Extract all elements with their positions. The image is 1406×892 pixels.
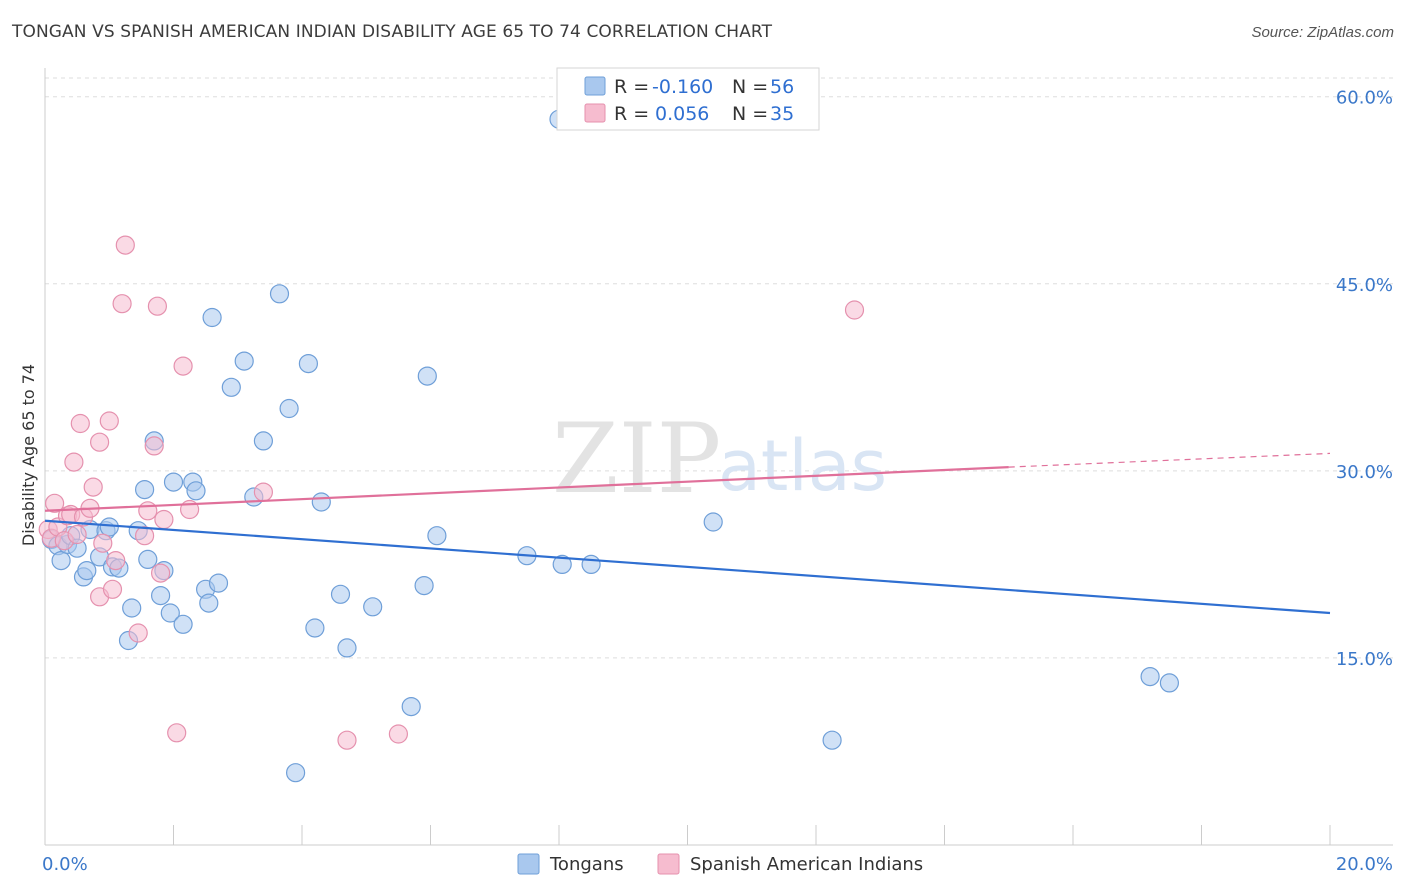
legend-r-label-tongans: R =	[614, 76, 649, 98]
legend-r-value-tongans: -0.160	[652, 76, 713, 98]
tongans-point	[298, 354, 318, 374]
spanish-american-indians-point	[44, 493, 65, 513]
top-legend: R = -0.160 N = 56 R = 0.056 N = 35	[556, 67, 820, 131]
watermark: ZIP atlas	[552, 403, 887, 515]
tongans-point	[417, 366, 437, 386]
tongans-point	[135, 480, 155, 500]
tongans-point	[202, 307, 222, 328]
y-tick-label: 60.0%	[1336, 88, 1393, 109]
axes	[44, 68, 1393, 846]
y-tick-label: 15.0%	[1336, 649, 1393, 670]
spanish-american-indians-point	[106, 550, 126, 571]
bottom-legend-label-tongans: Tongans	[549, 854, 624, 875]
spanish-american-indians-point	[173, 356, 193, 376]
tongans-point	[77, 560, 97, 581]
bottom-legend: Tongans Spanish American Indians	[517, 853, 923, 875]
tongans-point	[160, 603, 180, 623]
spanish-american-indians-point	[89, 432, 110, 452]
spanish-american-indians-point	[138, 501, 158, 521]
tongans-point	[401, 696, 421, 717]
tongans-point	[122, 598, 142, 618]
legend-n-value-spanish-american-indians: 35	[770, 103, 794, 125]
chart-title: TONGAN VS SPANISH AMERICAN INDIAN DISABI…	[12, 22, 773, 42]
y-tick-label: 30.0%	[1336, 462, 1393, 483]
tongans-point	[279, 398, 299, 419]
y-axis-label: Disability Age 65 to 74	[19, 364, 38, 546]
spanish-american-indians-point	[154, 509, 174, 530]
tongans-point	[269, 284, 290, 304]
watermark-atlas: atlas	[718, 425, 887, 507]
spanish-american-indians-point	[135, 526, 155, 546]
legend-r-label-spanish-american-indians: R =	[614, 103, 649, 125]
tongans-point	[1140, 666, 1160, 687]
legend-swatch-spanish-american-indians	[584, 103, 606, 123]
spanish-american-indians-point	[167, 723, 187, 743]
spanish-american-indians-point	[99, 411, 119, 431]
tongans-point	[186, 481, 206, 501]
legend-n-label-spanish-american-indians: N =	[732, 103, 768, 125]
bottom-legend-label-spanish-american-indians: Spanish American Indians	[690, 854, 923, 875]
spanish-american-indians-point	[151, 563, 171, 583]
tongans-point	[305, 618, 325, 638]
spanish-american-indians-point	[388, 724, 408, 744]
tongans-point	[1159, 673, 1180, 693]
tongans-point	[163, 472, 184, 492]
spanish-american-indians-point	[128, 623, 148, 643]
tongans-point	[427, 526, 447, 546]
tongans-point	[151, 585, 171, 606]
bottom-legend-swatch-spanish-american-indians	[657, 853, 680, 875]
tongans-point	[221, 377, 241, 397]
tongans-point	[337, 638, 357, 658]
tongans-point	[581, 554, 601, 575]
tongans-point	[138, 549, 158, 570]
spanish-american-indians-point	[102, 579, 123, 599]
y-tick-label: 45.0%	[1336, 275, 1393, 296]
tongans-point	[51, 550, 71, 571]
x-tick-label-min: 0.0%	[42, 854, 88, 875]
spanish-american-indians-point	[844, 300, 865, 320]
spanish-american-indians-point	[67, 524, 87, 545]
spanish-american-indians-point	[93, 533, 113, 553]
tongans-point	[363, 597, 383, 617]
tongans-point	[822, 730, 842, 750]
spanish-american-indians-point	[147, 296, 167, 316]
tongans-point	[414, 575, 434, 596]
tongans-point	[330, 584, 351, 604]
spanish-american-indians-point	[112, 294, 132, 314]
x-tick-label-max: 20.0%	[1336, 854, 1393, 875]
legend-n-label-tongans: N =	[732, 76, 768, 98]
tongans-point	[253, 431, 273, 451]
legend-swatch-tongans	[584, 76, 606, 96]
spanish-american-indians-point	[83, 477, 103, 497]
tongans-point	[208, 573, 229, 593]
trend-lines	[44, 452, 1331, 615]
legend-r-value-spanish-american-indians: 0.056	[655, 103, 709, 125]
legend-n-value-tongans: 56	[770, 76, 794, 98]
y-tick-labels: 15.0% 30.0% 45.0% 60.0%	[1336, 88, 1393, 670]
tongans-trend-line	[44, 519, 1331, 615]
tongans-point	[286, 763, 306, 783]
tongans-point	[199, 593, 219, 613]
tongans-point	[234, 351, 254, 371]
spanish-american-indians-point	[144, 436, 164, 456]
spanish-american-indians-point	[64, 452, 84, 472]
spanish-american-indians-trend-line	[44, 466, 1009, 512]
spanish-american-indians-point	[253, 482, 273, 502]
tongans-point	[552, 554, 572, 575]
tongans-point	[311, 492, 331, 512]
bottom-legend-swatch-tongans	[517, 853, 540, 875]
spanish-american-indians-point	[115, 235, 135, 255]
tongans-point	[703, 512, 723, 532]
spanish-american-indians-trend-extension	[1008, 452, 1331, 468]
watermark-zip: ZIP	[552, 403, 721, 515]
source-credit: Source: ZipAtlas.com	[1251, 24, 1394, 41]
tongans-point	[99, 517, 119, 537]
tongans-point	[173, 614, 193, 634]
spanish-american-indians-point	[337, 730, 357, 750]
spanish-american-indians-point	[70, 413, 90, 434]
